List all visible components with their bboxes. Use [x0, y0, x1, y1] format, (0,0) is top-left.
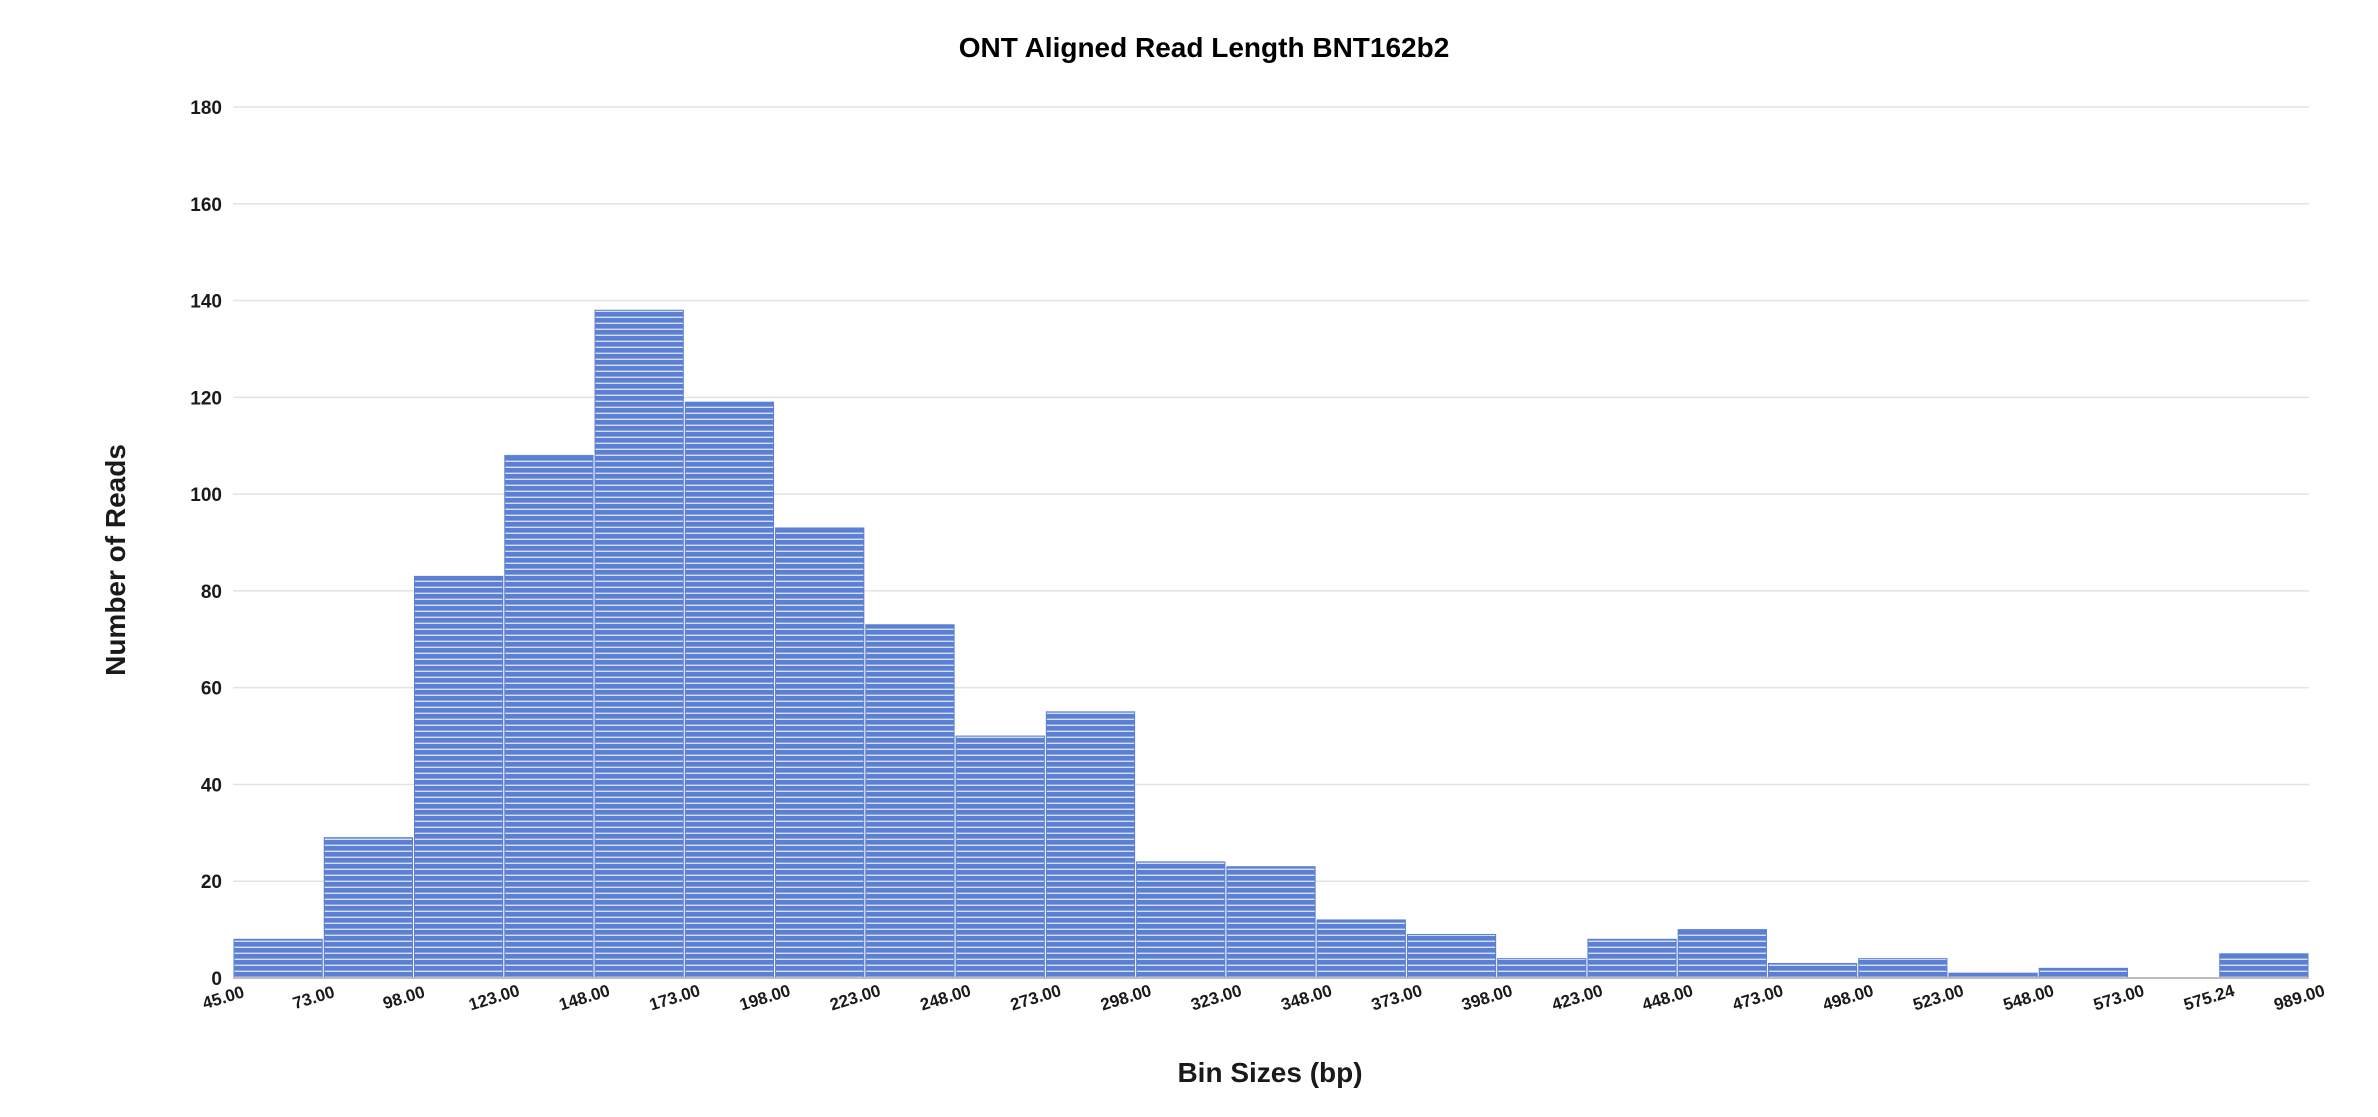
x-tick-label: 198.00: [737, 981, 792, 1014]
x-tick-label: 98.00: [381, 982, 427, 1013]
histogram-bar: [1858, 958, 1948, 979]
histogram-bar: [323, 837, 414, 979]
x-tick-label: 348.00: [1279, 981, 1334, 1014]
x-tick-label: 398.00: [1459, 981, 1514, 1014]
histogram-bar: [2219, 953, 2309, 979]
x-tick-label: 423.00: [1550, 981, 1605, 1014]
y-tick-label: 100: [190, 485, 222, 506]
histogram-bar: [1587, 938, 1677, 979]
histogram-bar: [2038, 967, 2128, 979]
y-axis-title: Number of Reads: [100, 444, 131, 676]
histogram-bar: [684, 401, 775, 979]
histogram-bar: [1136, 861, 1226, 979]
histogram-bar: [1406, 933, 1497, 979]
x-tick-label: 73.00: [291, 982, 337, 1013]
histogram-bar: [865, 624, 955, 979]
x-tick-label: 223.00: [828, 981, 883, 1014]
histogram-bar: [504, 454, 594, 979]
histogram-bar: [1045, 711, 1136, 979]
x-tick-label: 298.00: [1098, 981, 1153, 1014]
x-tick-label: 373.00: [1369, 981, 1424, 1014]
y-tick-label: 20: [201, 872, 222, 893]
y-tick-label: 160: [190, 195, 222, 216]
chart-title: ONT Aligned Read Length BNT162b2: [959, 32, 1450, 63]
x-tick-label: 248.00: [918, 981, 973, 1014]
x-tick-label: 498.00: [1820, 981, 1875, 1014]
y-tick-label: 0: [211, 969, 222, 990]
x-axis-title: Bin Sizes (bp): [1177, 1057, 1362, 1088]
x-tick-label: 273.00: [1008, 981, 1063, 1014]
y-tick-label: 180: [190, 98, 222, 119]
x-axis-ticks: 45.00 73.00 98.00 123.00 148.00 173.00 198.00 2…: [200, 981, 2327, 1015]
x-tick-label: 548.00: [2001, 981, 2056, 1014]
histogram-bar: [1767, 962, 1858, 979]
y-tick-label: 80: [201, 582, 222, 603]
histogram-bar: [1677, 929, 1767, 979]
histogram-bar: [1226, 866, 1316, 979]
x-tick-label: 575.24: [2181, 981, 2237, 1015]
x-tick-label: 148.00: [557, 981, 612, 1014]
x-tick-label: 323.00: [1189, 981, 1244, 1014]
x-tick-label: 123.00: [467, 981, 522, 1014]
y-tick-label: 120: [190, 388, 222, 409]
x-tick-label: 573.00: [2091, 981, 2146, 1014]
x-tick-label: 989.00: [2272, 981, 2327, 1014]
histogram-bar: [955, 735, 1045, 979]
x-tick-label: 523.00: [1911, 981, 1966, 1014]
x-tick-label: 473.00: [1730, 981, 1785, 1014]
x-tick-label: 448.00: [1640, 981, 1695, 1014]
histogram-bar: [594, 309, 684, 979]
x-tick-label: 173.00: [647, 981, 702, 1014]
x-tick-label: 45.00: [200, 982, 246, 1013]
y-tick-label: 40: [201, 775, 222, 796]
histogram-bar: [233, 938, 323, 979]
y-tick-label: 60: [201, 679, 222, 700]
histogram-bar: [1316, 919, 1406, 979]
histogram-bar: [1497, 958, 1587, 979]
bars: [233, 309, 2309, 979]
histogram-bar: [414, 575, 504, 979]
histogram-bar: [775, 527, 865, 979]
y-tick-label: 140: [190, 292, 222, 313]
y-axis-ticks: 0 20 40 60 80 100 120 140 160 180: [190, 98, 222, 990]
